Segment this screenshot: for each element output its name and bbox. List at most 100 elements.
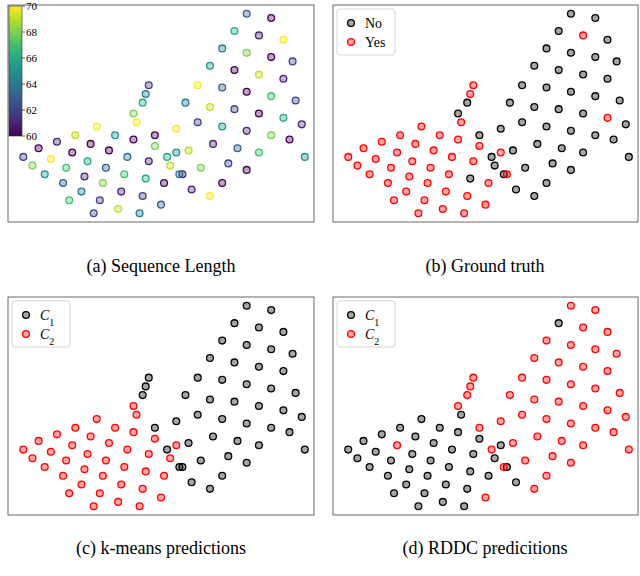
point (372, 448, 379, 455)
point (280, 328, 287, 335)
point (470, 451, 477, 458)
point (613, 58, 620, 65)
legend-marker (348, 312, 355, 319)
point (185, 440, 192, 447)
legend-label: C2 (40, 327, 54, 347)
point (531, 355, 538, 362)
point (145, 82, 152, 89)
caption: (a) Sequence Length (87, 256, 236, 277)
point (442, 188, 449, 195)
point (256, 442, 263, 449)
caption: (b) Ground truth (426, 256, 545, 277)
point (622, 414, 629, 421)
colorbar-tick-label: 70 (26, 0, 38, 12)
point (421, 197, 428, 204)
point (136, 210, 143, 217)
panel: 606264666870(a) Sequence Length (8, 0, 314, 277)
panel: C1C2(c) k-means predictions (8, 297, 314, 559)
point (268, 346, 275, 353)
point (118, 188, 125, 195)
point (476, 435, 483, 442)
point (455, 429, 462, 436)
point (543, 472, 550, 479)
point (219, 84, 226, 91)
point (543, 376, 550, 383)
point (78, 188, 85, 195)
point (219, 45, 226, 52)
point (268, 54, 275, 61)
point (286, 136, 293, 143)
point (467, 175, 474, 182)
point (464, 392, 471, 399)
point (256, 403, 263, 410)
point (176, 171, 183, 178)
point (124, 446, 131, 453)
point (173, 125, 180, 132)
point (136, 503, 143, 510)
point (604, 368, 611, 375)
point (35, 145, 42, 152)
point (145, 374, 152, 381)
point (268, 132, 275, 139)
point (488, 446, 495, 453)
legend-marker (348, 39, 355, 46)
point (394, 149, 401, 156)
point (510, 440, 517, 447)
point (103, 164, 110, 171)
point (558, 145, 565, 152)
point (47, 156, 54, 163)
point (54, 138, 61, 145)
point (87, 140, 94, 147)
point (497, 442, 504, 449)
point (519, 119, 526, 126)
point (418, 416, 425, 423)
point (610, 429, 617, 436)
legend-box (12, 301, 70, 347)
point (394, 442, 401, 449)
point (130, 110, 137, 117)
point (507, 392, 514, 399)
point (60, 180, 67, 187)
point (558, 437, 565, 444)
colorbar-tick-label: 64 (26, 78, 38, 90)
point (130, 136, 137, 143)
point (145, 158, 152, 165)
point (580, 442, 587, 449)
point (256, 324, 263, 331)
point (354, 162, 361, 169)
point (219, 123, 226, 130)
point (436, 132, 443, 139)
colorbar-tick (22, 58, 25, 59)
point (298, 414, 305, 421)
point (256, 32, 263, 39)
point (555, 28, 562, 35)
point (106, 440, 113, 447)
point (106, 147, 113, 154)
point (133, 119, 140, 126)
legend-label: No (365, 16, 382, 31)
point (243, 49, 250, 56)
point (231, 67, 238, 74)
point (225, 453, 232, 460)
point (225, 160, 232, 167)
point (207, 396, 214, 403)
point (243, 342, 250, 349)
colorbar-scale (9, 6, 22, 136)
point (555, 67, 562, 74)
point (182, 99, 189, 106)
colorbar-tick (22, 6, 25, 7)
point (406, 466, 413, 473)
point (568, 10, 575, 17)
point (112, 424, 119, 431)
point (458, 411, 465, 418)
point (151, 132, 158, 139)
point (497, 149, 504, 156)
point (139, 392, 146, 399)
point (427, 457, 434, 464)
point (243, 127, 250, 134)
point (366, 464, 373, 471)
legend: C1C2 (337, 301, 395, 347)
point (531, 104, 538, 111)
point (476, 424, 483, 431)
point (173, 442, 180, 449)
